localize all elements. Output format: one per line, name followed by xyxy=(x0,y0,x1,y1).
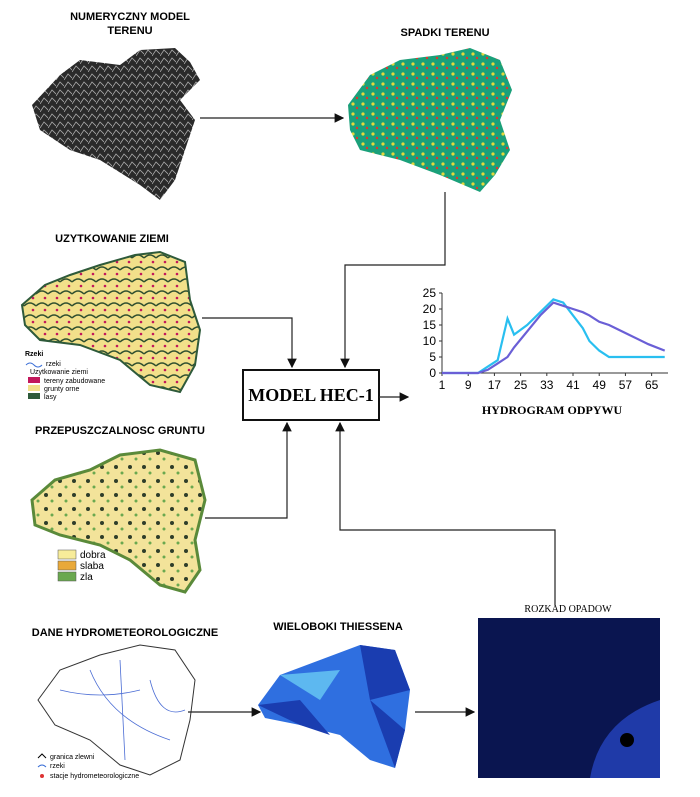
legend: granica zlewni rzeki stacje hydrometeoro… xyxy=(37,753,139,780)
panel-title: TERENU xyxy=(107,25,152,37)
map-dem xyxy=(32,48,200,200)
legend-text: rzeki xyxy=(46,361,61,368)
legend-text: lasy xyxy=(44,394,57,401)
legend-text: stacje hydrometeorologiczne xyxy=(50,773,139,780)
map-slope xyxy=(348,48,512,192)
panel-title: SPADKI TERENU xyxy=(400,27,489,39)
y-tick-label: 5 xyxy=(429,350,436,364)
x-tick-label: 25 xyxy=(514,378,528,392)
x-tick-label: 33 xyxy=(540,378,554,392)
panel-title: NUMERYCZNY MODEL xyxy=(70,11,190,23)
rainfall-point xyxy=(620,733,634,747)
connectors xyxy=(188,113,556,717)
panel-title: ROZKAD OPADOW xyxy=(524,604,612,615)
legend-text: slaba xyxy=(80,561,104,572)
legend: Rzeki rzeki Uzytkowanie ziemi tereny zab… xyxy=(25,351,105,401)
series-line xyxy=(442,301,666,375)
rivers xyxy=(59,659,186,761)
legend-text: tereny zabudowane xyxy=(44,378,105,385)
legend-text: rzeki xyxy=(50,763,65,770)
x-tick-label: 65 xyxy=(645,378,659,392)
panel-title: PRZEPUSZCZALNOSC GRUNTU xyxy=(35,425,205,437)
map-hydromet xyxy=(37,644,196,776)
legend-text: grunty orne xyxy=(44,386,80,393)
legend-text: zla xyxy=(80,572,93,583)
x-tick-label: 17 xyxy=(488,378,502,392)
model-label: MODEL HEC-1 xyxy=(248,385,374,405)
legend-text: Rzeki xyxy=(25,351,43,358)
x-tick-label: 9 xyxy=(465,378,472,392)
y-tick-label: 10 xyxy=(423,334,437,348)
legend-text: dobra xyxy=(80,550,106,561)
x-tick-label: 49 xyxy=(593,378,607,392)
panel-title: DANE HYDROMETEOROLOGICZNE xyxy=(32,627,218,639)
thiessen-polygon xyxy=(258,645,410,768)
thiessen-polygon xyxy=(280,670,340,700)
hydrograph: HYDROGRAM ODPYWU 0 5 10 15 20 25 1 9 17 25 33 41 49 5… xyxy=(423,286,668,417)
legend: dobra slaba zla xyxy=(57,549,106,583)
model-box xyxy=(242,369,380,421)
panel-title: WIELOBOKI THIESSENA xyxy=(273,621,403,633)
map-permeability xyxy=(30,448,207,594)
y-tick-label: 20 xyxy=(423,302,437,316)
x-tick-label: 1 xyxy=(439,378,446,392)
y-tick-label: 25 xyxy=(423,286,437,300)
chart-title: HYDROGRAM ODPYWU xyxy=(482,403,623,417)
y-tick-label: 0 xyxy=(429,366,436,380)
legend-text: Uzytkowanie ziemi xyxy=(30,369,88,376)
y-tick-label: 15 xyxy=(423,318,437,332)
x-tick-label: 41 xyxy=(566,378,580,392)
panel-title: UZYTKOWANIE ZIEMI xyxy=(55,233,169,245)
x-tick-label: 57 xyxy=(619,378,633,392)
map-landuse xyxy=(20,250,202,394)
legend-text: granica zlewni xyxy=(50,754,95,761)
